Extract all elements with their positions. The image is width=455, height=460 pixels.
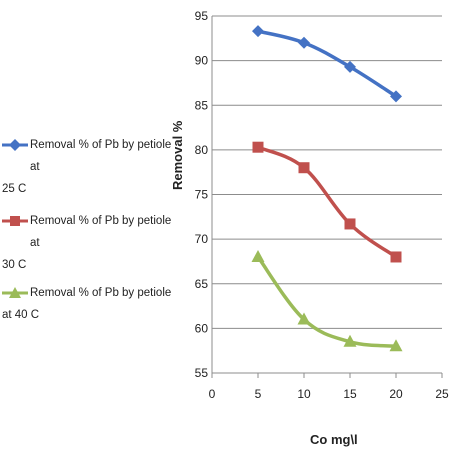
y-tick-label-60: 60 (195, 321, 209, 335)
legend-item-40c: Removal % of Pb by petiole at 40 C (2, 282, 172, 326)
series-line-2 (256, 255, 397, 348)
x-tick-label-5: 5 (255, 387, 262, 401)
data-point-s0-1 (298, 36, 310, 49)
data-point-s0-3 (390, 90, 402, 103)
data-point-s1-1 (298, 162, 310, 174)
data-point-s1-2 (344, 218, 356, 230)
legend-label-25c-line2: 25 C (2, 183, 27, 195)
data-point-s2-2 (343, 334, 357, 347)
legend-label-40c-line1: Removal % of Pb by petiole (30, 287, 172, 299)
legend-label-40c-line2: at 40 C (2, 309, 40, 321)
x-tick-label-10: 10 (297, 387, 311, 401)
y-tick-label-70: 70 (195, 232, 209, 246)
legend-item-30c: Removal % of Pb by petiole at 30 C (2, 210, 172, 276)
legend-marker-40c (2, 287, 28, 298)
legend-label-30c-line1: Removal % of Pb by petiole at (30, 215, 172, 249)
data-point-s2-0 (251, 249, 265, 262)
y-tick-label-80: 80 (195, 143, 209, 157)
y-tick-label-55: 55 (195, 366, 209, 380)
data-point-s2-1 (297, 312, 311, 325)
y-tick-label-90: 90 (195, 54, 209, 68)
x-axis-title: Co mg\l (310, 432, 358, 447)
legend-label-25c-line1: Removal % of Pb by petiole at (30, 139, 172, 173)
y-tick-label-75: 75 (195, 188, 209, 202)
x-tick-label-15: 15 (343, 387, 357, 401)
data-point-s1-0 (252, 141, 264, 153)
data-point-s2-3 (389, 339, 403, 352)
x-tick-label-20: 20 (389, 387, 403, 401)
y-tick-label-95: 95 (195, 9, 209, 23)
data-point-s0-0 (252, 25, 264, 38)
y-axis-title: Removal % (170, 120, 185, 190)
data-point-s0-2 (344, 60, 356, 73)
series-line-1 (257, 145, 398, 259)
series-line-0 (257, 29, 397, 98)
y-tick-label-85: 85 (195, 98, 209, 112)
legend-marker-30c (2, 216, 28, 226)
x-tick-label-25: 25 (435, 387, 449, 401)
legend-item-25c: Removal % of Pb by petiole at 25 C (2, 134, 172, 200)
data-point-s1-3 (390, 251, 402, 263)
legend-label-30c-line2: 30 C (2, 259, 27, 271)
y-tick-label-65: 65 (195, 277, 209, 291)
x-tick-label-0: 0 (209, 387, 216, 401)
legend-marker-25c (2, 139, 28, 151)
